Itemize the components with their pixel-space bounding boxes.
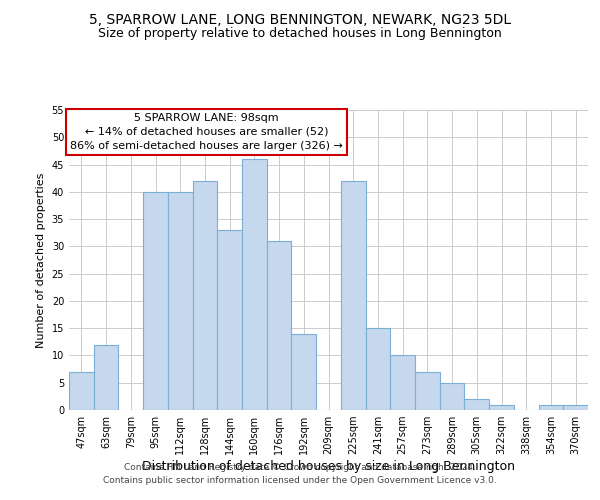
Text: Contains HM Land Registry data © Crown copyright and database right 2024.
Contai: Contains HM Land Registry data © Crown c…	[103, 464, 497, 485]
Text: 5, SPARROW LANE, LONG BENNINGTON, NEWARK, NG23 5DL: 5, SPARROW LANE, LONG BENNINGTON, NEWARK…	[89, 12, 511, 26]
Bar	[242, 159, 267, 410]
Bar	[267, 241, 292, 410]
Bar	[415, 372, 440, 410]
Bar	[217, 230, 242, 410]
Bar	[69, 372, 94, 410]
Bar	[365, 328, 390, 410]
Bar	[539, 404, 563, 410]
Bar	[193, 181, 217, 410]
Bar	[341, 181, 365, 410]
Text: Size of property relative to detached houses in Long Bennington: Size of property relative to detached ho…	[98, 28, 502, 40]
Bar	[489, 404, 514, 410]
Bar	[292, 334, 316, 410]
Bar	[440, 382, 464, 410]
Bar	[563, 404, 588, 410]
Bar	[390, 356, 415, 410]
X-axis label: Distribution of detached houses by size in Long Bennington: Distribution of detached houses by size …	[142, 460, 515, 473]
Bar	[464, 399, 489, 410]
Y-axis label: Number of detached properties: Number of detached properties	[36, 172, 46, 348]
Bar	[143, 192, 168, 410]
Bar	[94, 344, 118, 410]
Text: 5 SPARROW LANE: 98sqm
← 14% of detached houses are smaller (52)
86% of semi-deta: 5 SPARROW LANE: 98sqm ← 14% of detached …	[70, 113, 343, 151]
Bar	[168, 192, 193, 410]
